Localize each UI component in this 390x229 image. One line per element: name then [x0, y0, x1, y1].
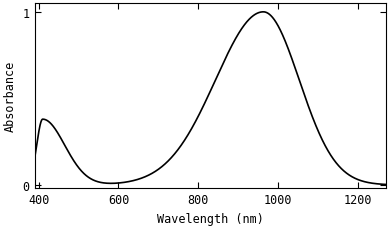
Y-axis label: Absorbance: Absorbance	[4, 61, 17, 132]
X-axis label: Wavelength (nm): Wavelength (nm)	[157, 212, 264, 225]
